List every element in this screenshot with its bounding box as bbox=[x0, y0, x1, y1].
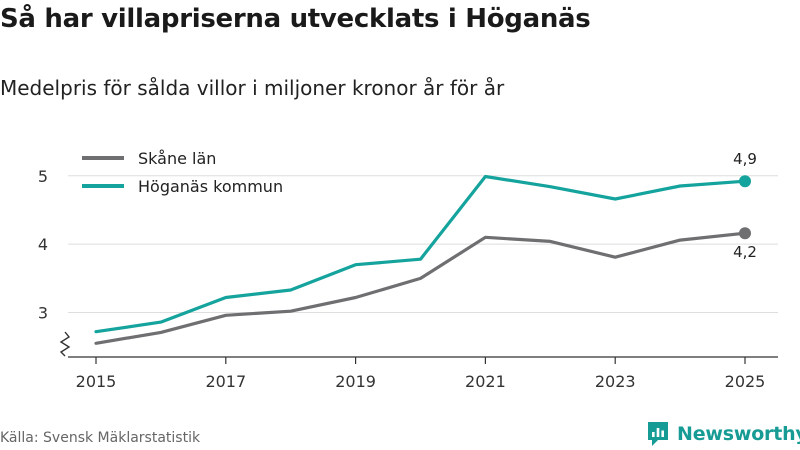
series-end-label: 4,2 bbox=[733, 243, 757, 261]
legend: Skåne län Höganäs kommun bbox=[82, 149, 283, 196]
legend-label: Skåne län bbox=[138, 149, 216, 168]
y-tick-label: 3 bbox=[38, 304, 48, 323]
source-note: Källa: Svensk Mäklarstatistik bbox=[0, 430, 201, 446]
newsworthy-icon bbox=[648, 422, 668, 446]
legend-label: Höganäs kommun bbox=[138, 177, 283, 196]
brand-logo: Newsworthy bbox=[646, 420, 800, 448]
x-tick-label: 2019 bbox=[335, 372, 376, 391]
axis-break-icon bbox=[59, 331, 71, 357]
x-tick-label: 2025 bbox=[725, 372, 766, 391]
chart-title: Så har villapriserna utvecklats i Höganä… bbox=[0, 4, 591, 34]
x-tick-label: 2015 bbox=[76, 372, 117, 391]
axis-layer: 3 4 5 2015 2017 2019 2021 2023 2025 bbox=[38, 167, 778, 391]
series-end-label: 4,9 bbox=[733, 150, 757, 168]
x-tick-label: 2023 bbox=[595, 372, 636, 391]
y-tick-label: 5 bbox=[38, 167, 48, 186]
series-line-skane-lan bbox=[94, 231, 747, 345]
x-tick-label: 2017 bbox=[205, 372, 246, 391]
series-line-hoganas-kommun bbox=[94, 174, 747, 334]
brand-name: Newsworthy bbox=[677, 423, 800, 445]
grid-layer bbox=[68, 175, 778, 314]
chart-subtitle: Medelpris för sålda villor i miljoner kr… bbox=[0, 76, 505, 100]
series-end-point bbox=[739, 175, 751, 188]
series-layer: 4,2 4,9 bbox=[94, 150, 757, 345]
y-tick-label: 4 bbox=[38, 235, 48, 254]
x-tick-label: 2021 bbox=[465, 372, 506, 391]
series-end-point bbox=[739, 227, 751, 240]
